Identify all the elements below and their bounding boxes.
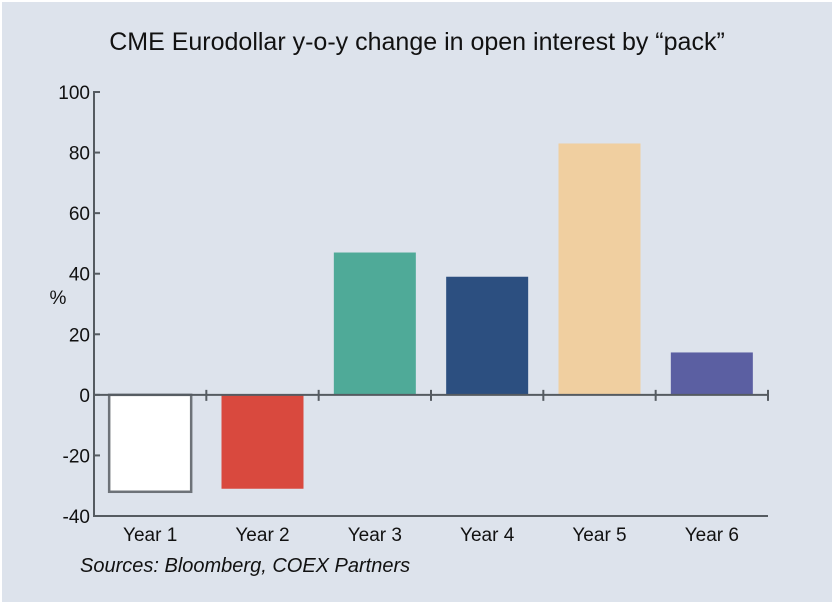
y-tick-label: 60 bbox=[69, 204, 90, 225]
y-tick-label: 100 bbox=[58, 83, 90, 104]
bar-year-5 bbox=[558, 143, 641, 395]
y-tick-label: -40 bbox=[63, 507, 90, 528]
chart-title: CME Eurodollar y-o-y change in open inte… bbox=[109, 28, 725, 56]
y-axis-label: % bbox=[50, 288, 67, 309]
y-tick-label: 20 bbox=[69, 325, 90, 346]
source-note: Sources: Bloomberg, COEX Partners bbox=[80, 555, 410, 577]
x-tick-label: Year 2 bbox=[235, 525, 289, 546]
x-tick-label: Year 1 bbox=[123, 525, 177, 546]
x-tick-label: Year 6 bbox=[685, 525, 739, 546]
x-tick-label: Year 4 bbox=[460, 525, 515, 546]
y-tick-label: 40 bbox=[69, 265, 90, 286]
x-tick-label: Year 5 bbox=[572, 525, 626, 546]
bar-year-1 bbox=[107, 393, 193, 494]
bar-year-2 bbox=[221, 394, 304, 489]
y-tick-label: 0 bbox=[79, 386, 90, 407]
x-tick-label: Year 3 bbox=[348, 525, 402, 546]
bar-year-4 bbox=[446, 276, 529, 395]
y-tick-label: -20 bbox=[63, 446, 90, 467]
plot-area: 100 80 60 40 20 0 -20 -40 Year 1 Year 2 Year 3 Year… bbox=[58, 83, 769, 546]
bar-year-3 bbox=[333, 252, 416, 395]
y-tick-label: 80 bbox=[69, 144, 90, 165]
bar-year-6 bbox=[670, 352, 753, 395]
